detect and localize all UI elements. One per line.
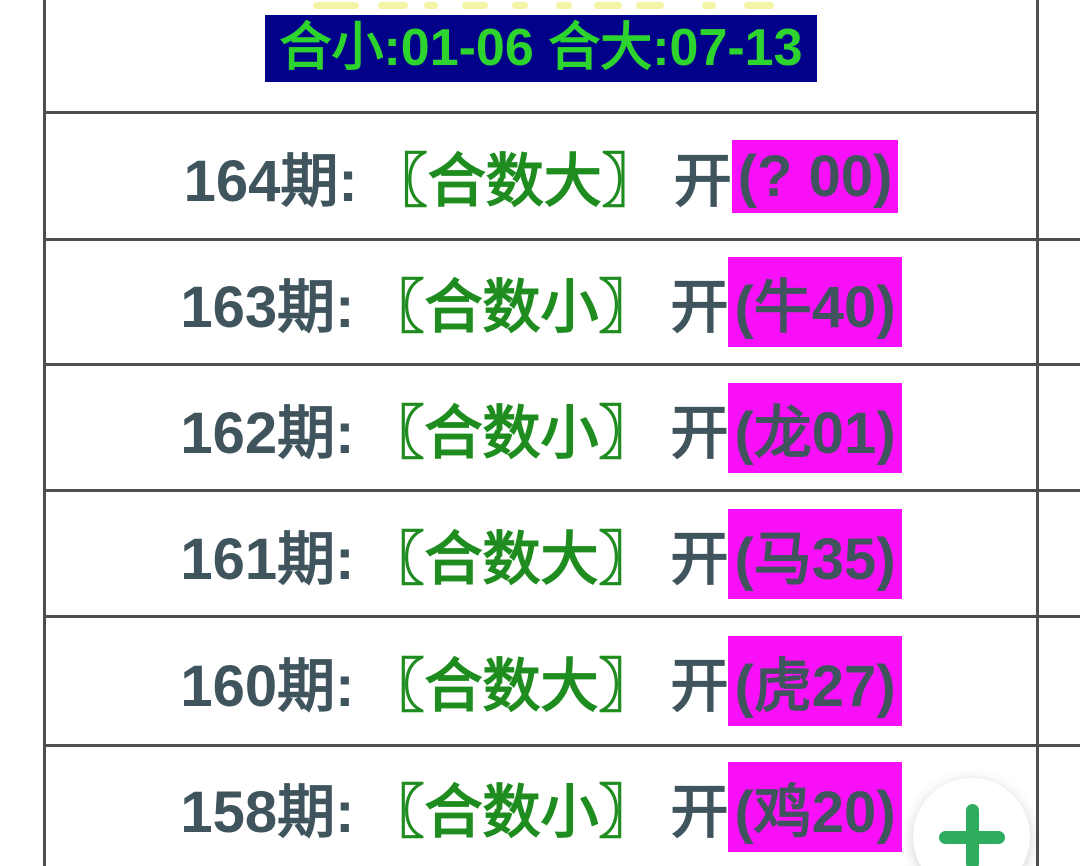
cutoff-text-fragment <box>313 2 359 9</box>
result-value: (马35) <box>728 508 902 599</box>
result-value: (龙01) <box>728 382 902 473</box>
period-label: 163期: <box>180 275 355 340</box>
result-row: 161期: 〖合数大〗 开 (马35) <box>46 492 1036 615</box>
category-label: 〖合数小〗 <box>366 779 657 845</box>
open-label: 开 <box>670 275 729 340</box>
row-separator <box>43 363 1080 366</box>
result-row: 160期: 〖合数大〗 开 (虎27) <box>46 618 1036 744</box>
cutoff-text-fragment <box>378 2 408 9</box>
period-label: 161期: <box>180 526 355 592</box>
range-banner: 合小:01-06 合大:07-13 <box>265 15 817 82</box>
open-label: 开 <box>670 654 729 719</box>
period-label: 160期: <box>180 654 355 719</box>
cutoff-text-fragment <box>744 2 774 9</box>
open-label: 开 <box>670 526 729 592</box>
cutoff-text-fragment <box>556 2 572 9</box>
cutoff-text-fragment <box>424 2 438 9</box>
result-row: 158期: 〖合数小〗 开 (鸡20) <box>46 747 1036 866</box>
cutoff-text-fragment <box>512 2 528 9</box>
open-label: 开 <box>670 779 729 845</box>
row-separator <box>43 111 1039 114</box>
row-separator <box>43 744 1080 747</box>
cutoff-text-fragment <box>636 2 664 9</box>
result-row: 164期: 〖合数大〗 开 (? 00) <box>46 114 1036 238</box>
result-value: (虎27) <box>728 636 902 726</box>
cutoff-text-fragment <box>594 2 622 9</box>
row-separator <box>43 238 1080 241</box>
cutoff-text-fragment <box>702 2 716 9</box>
result-row: 162期: 〖合数小〗 开 (龙01) <box>46 366 1036 489</box>
result-row: 163期: 〖合数小〗 开 (牛40) <box>46 241 1036 363</box>
add-button[interactable] <box>913 778 1030 866</box>
result-value: (? 00) <box>731 139 899 213</box>
result-value: (鸡20) <box>728 761 902 852</box>
category-label: 〖合数大〗 <box>369 149 660 214</box>
row-separator <box>43 489 1080 492</box>
period-label: 162期: <box>180 400 355 466</box>
plus-icon <box>938 803 1005 866</box>
range-banner-row: 合小:01-06 合大:07-13 <box>46 15 1036 82</box>
category-label: 〖合数小〗 <box>366 275 657 340</box>
category-label: 〖合数大〗 <box>366 654 657 719</box>
cutoff-text-fragment <box>462 2 488 9</box>
cutoff-text-row <box>0 0 1080 11</box>
period-label: 158期: <box>180 779 355 845</box>
row-separator <box>43 615 1080 618</box>
category-label: 〖合数大〗 <box>366 526 657 592</box>
period-label: 164期: <box>183 149 358 214</box>
open-label: 开 <box>670 400 729 466</box>
open-label: 开 <box>673 149 732 214</box>
table-left-border <box>43 0 46 866</box>
category-label: 〖合数小〗 <box>366 400 657 466</box>
result-value: (牛40) <box>728 257 902 347</box>
table-right-border <box>1036 0 1039 866</box>
